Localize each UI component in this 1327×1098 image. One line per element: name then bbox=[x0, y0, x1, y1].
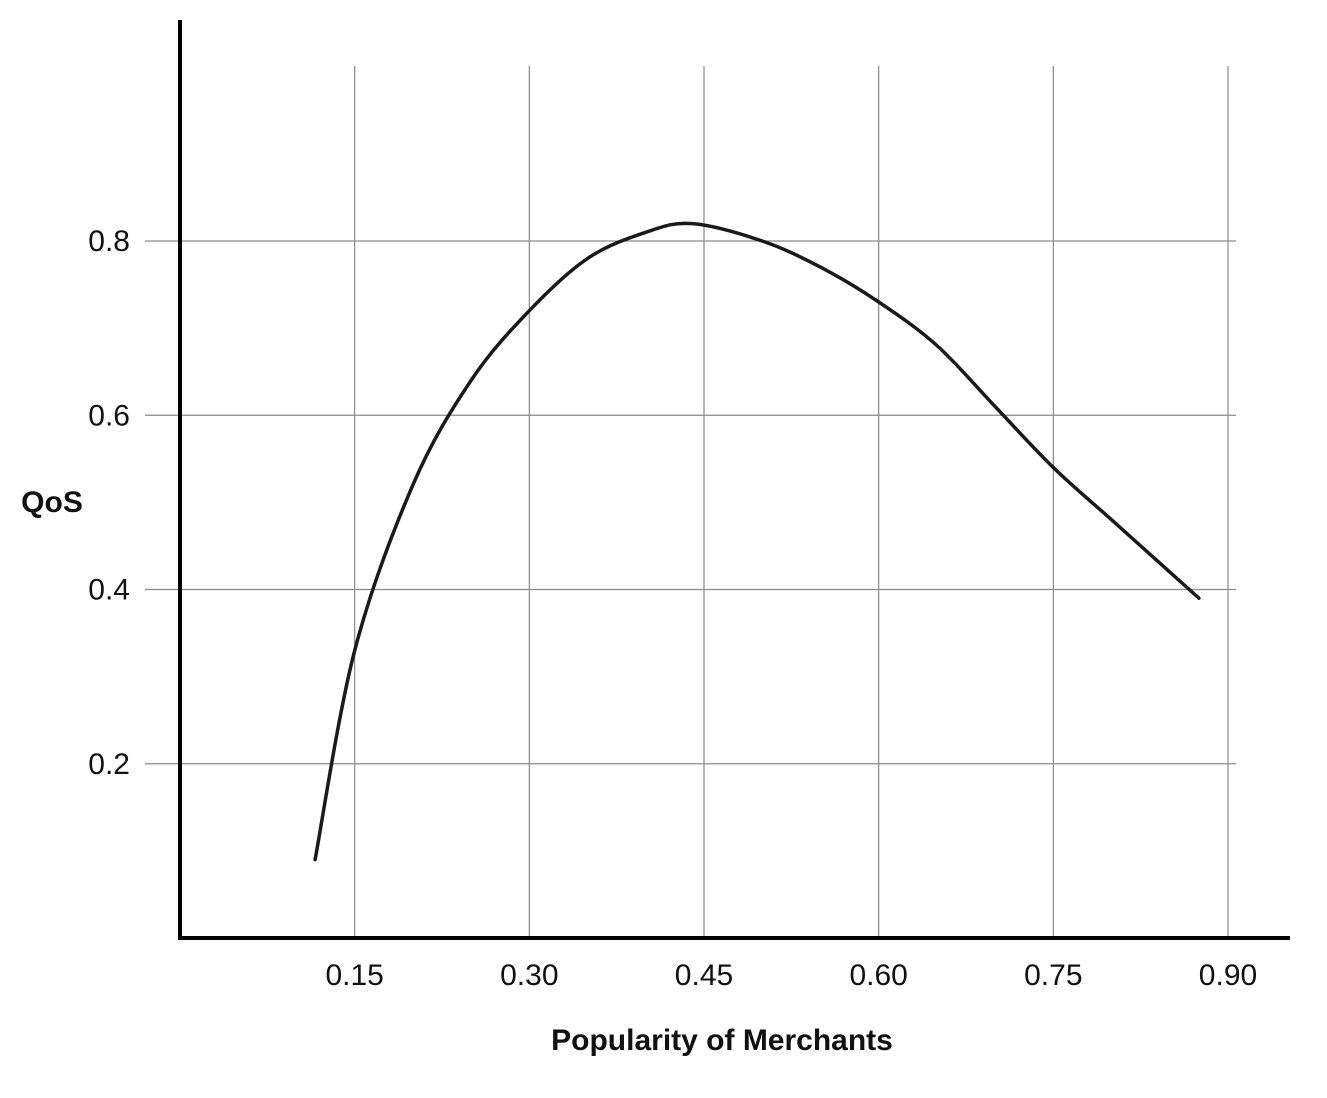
x-tick-label: 0.45 bbox=[675, 959, 733, 992]
y-tick-label: 0.4 bbox=[88, 574, 130, 607]
x-tick-label: 0.60 bbox=[849, 959, 907, 992]
grid-lines bbox=[145, 66, 1236, 938]
y-tick-label: 0.2 bbox=[88, 748, 130, 781]
y-tick-label: 0.6 bbox=[88, 399, 130, 432]
x-tick-labels: 0.15 0.30 0.45 0.60 0.75 0.90 bbox=[325, 959, 1257, 992]
y-tick-label: 0.8 bbox=[88, 225, 130, 258]
y-tick-labels: 0.2 0.4 0.6 0.8 bbox=[88, 225, 130, 781]
x-tick-label: 0.15 bbox=[325, 959, 383, 992]
x-tick-label: 0.90 bbox=[1199, 959, 1257, 992]
x-tick-label: 0.30 bbox=[500, 959, 558, 992]
x-tick-label: 0.75 bbox=[1024, 959, 1082, 992]
y-axis-title: QoS bbox=[21, 486, 83, 519]
qos-curve bbox=[313, 221, 1201, 862]
x-axis-title: Popularity of Merchants bbox=[551, 1024, 893, 1057]
